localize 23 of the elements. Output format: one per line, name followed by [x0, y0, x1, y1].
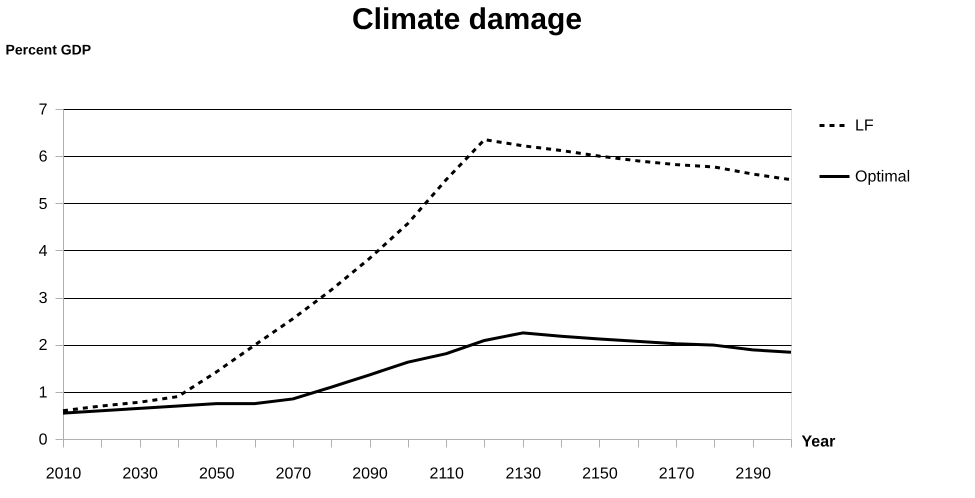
- x-tick-label: 2130: [505, 466, 542, 482]
- x-tick-label: 2090: [352, 466, 388, 482]
- x-tick-label: 2150: [582, 466, 618, 482]
- y-tick-label: 3: [38, 290, 48, 308]
- x-tick-label: 2050: [198, 466, 235, 482]
- y-tick-label: 1: [38, 384, 48, 402]
- y-tick-label: 0: [38, 432, 48, 448]
- x-tick-label: 2030: [122, 466, 158, 482]
- chart-title: Climate damage: [352, 3, 582, 36]
- y-tick-label: 5: [38, 196, 48, 213]
- y-axis-title: Percent GDP: [6, 42, 92, 58]
- x-tick-label: 2010: [46, 466, 82, 482]
- x-axis-title: Year: [802, 434, 836, 450]
- y-tick-label: 2: [38, 337, 48, 354]
- x-tick-label: 2110: [429, 466, 464, 482]
- y-tick-label: 7: [38, 102, 48, 118]
- legend-label: LF: [855, 118, 874, 134]
- x-tick-label: 2190: [735, 466, 772, 482]
- y-tick-label: 6: [38, 148, 48, 166]
- legend-label: Optimal: [855, 168, 910, 186]
- x-tick-label: 2070: [276, 466, 312, 482]
- y-tick-label: 4: [38, 242, 48, 260]
- x-tick-label: 2170: [658, 466, 694, 482]
